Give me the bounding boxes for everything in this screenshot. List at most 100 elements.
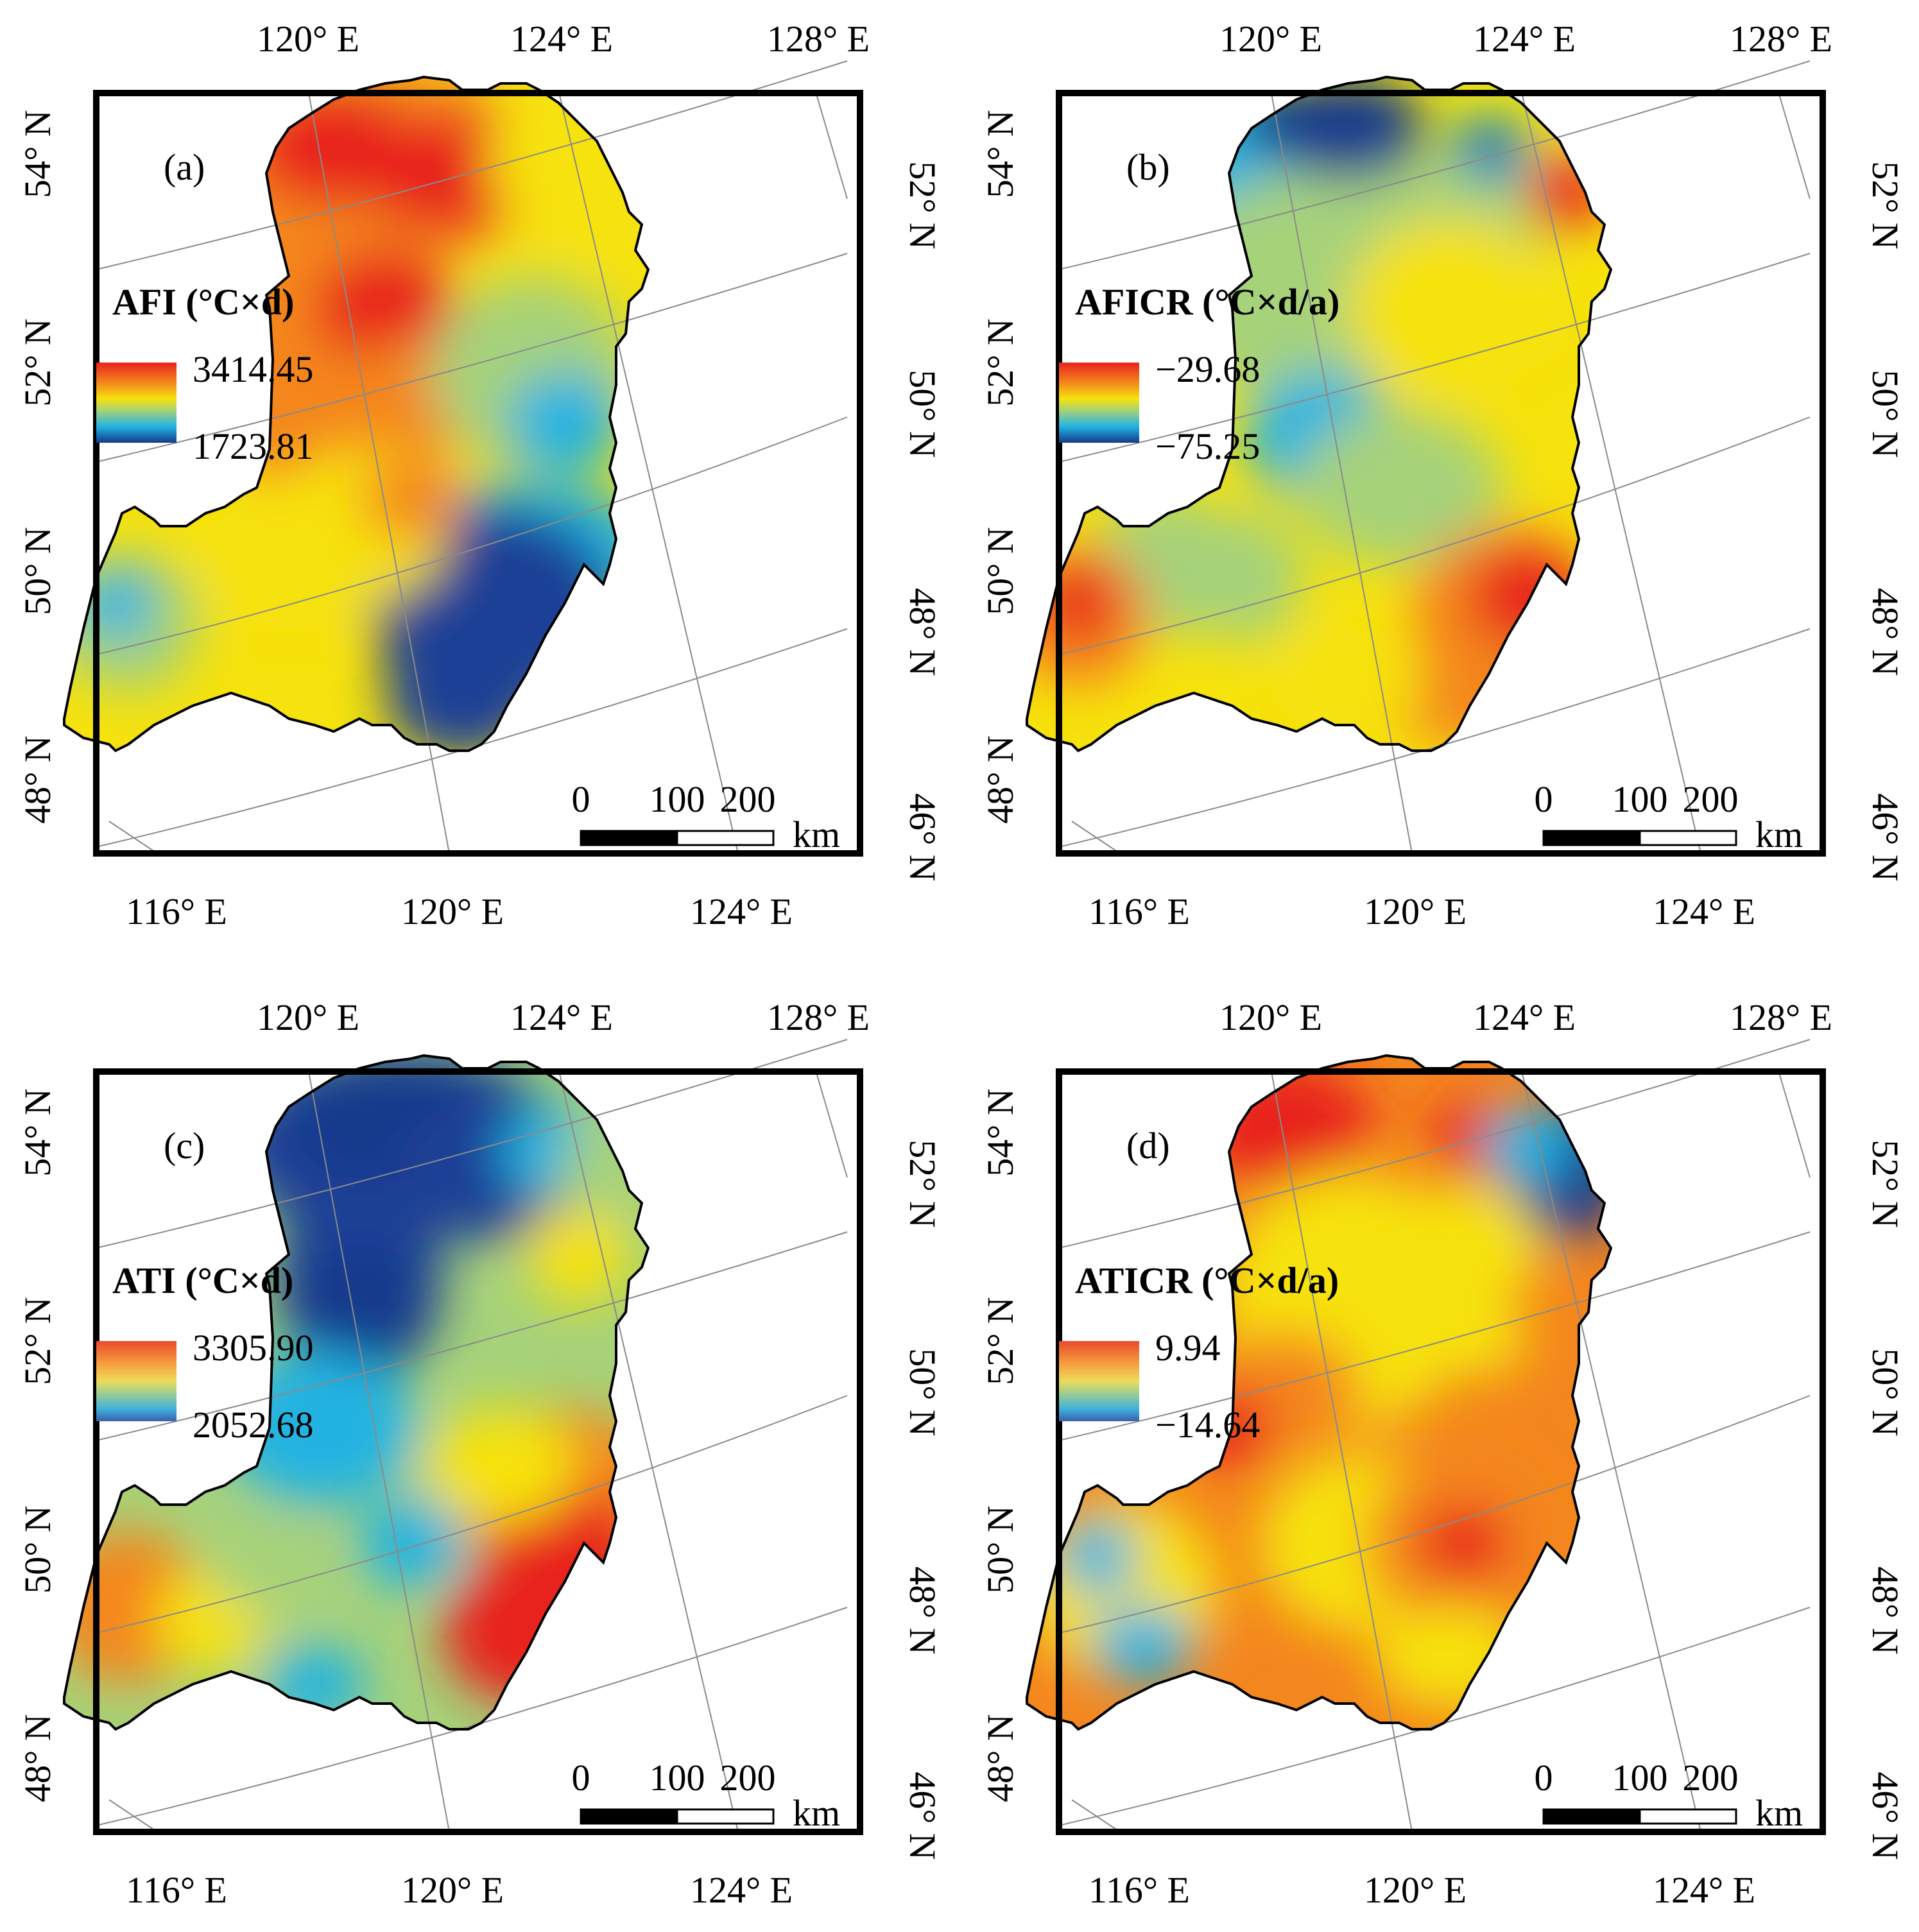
legend-min: 2052.68 [193,1404,314,1446]
top-tick-label: 120° E [1219,18,1322,60]
top-tick-label: 128° E [1730,996,1832,1038]
scale-unit: km [1755,1792,1803,1834]
left-tick-label: 54° N [17,110,58,198]
top-tick-label: 128° E [767,996,870,1038]
top-tick-label: 128° E [767,18,870,60]
bottom-tick-label: 116° E [126,891,227,932]
left-tick-label: 48° N [979,1714,1021,1802]
top-tick-label: 124° E [1473,996,1576,1038]
right-tick-label: 50° N [1864,370,1906,458]
map-panel-1: 120° E 124° E 128° E 116° E 120° E 124° E 54° … [17,18,943,932]
scale-unit: km [1755,814,1803,855]
scale-label: 200 [1683,1757,1739,1799]
right-tick-label: 52° N [1864,161,1906,250]
left-tick-label: 50° N [17,527,58,615]
bottom-tick-label: 120° E [1364,1869,1467,1911]
scale-unit: km [793,814,840,855]
legend-min: −75.25 [1155,425,1260,467]
scale-label: 100 [650,1757,705,1799]
scale-label: 100 [1612,1757,1668,1799]
graticule [96,1039,848,1833]
map-frame [93,90,863,857]
right-tick-label: 50° N [902,370,943,458]
legend-ramp [96,363,176,443]
map-frame [93,1068,863,1835]
bottom-tick-label: 124° E [690,891,793,932]
scale-bar: 0 100 200 km [1535,1757,1803,1834]
right-tick-label: 52° N [902,161,943,250]
legend-title: AFICR (°C×d/a) [1075,281,1339,323]
legend-title: AFI (°C×d) [112,281,294,323]
bottom-tick-label: 120° E [401,1869,504,1911]
left-tick-label: 48° N [17,735,58,824]
bottom-tick-label: 116° E [126,1869,227,1911]
legend-min: −14.64 [1155,1404,1260,1446]
scale-label: 0 [1535,1757,1553,1799]
top-tick-label: 120° E [257,18,359,60]
map-panel-3: 120° E 124° E 128° E 116° E 120° E 124° E 54° … [17,996,943,1911]
legend: AFI (°C×d) 3414.45 1723.81 [96,281,314,467]
top-tick-label: 120° E [1219,996,1322,1038]
scale-label: 100 [1612,778,1668,820]
top-tick-label: 120° E [257,996,359,1038]
left-tick-label: 50° N [979,1505,1021,1594]
left-tick-label: 54° N [979,1088,1021,1177]
scale-bar: 0 100 200 km [1535,778,1803,855]
panel-label: (a) [164,146,205,188]
left-tick-label: 52° N [17,1297,58,1385]
panel-label: (d) [1126,1125,1170,1167]
scale-unit: km [793,1792,840,1834]
legend-title: ATICR (°C×d/a) [1075,1260,1339,1301]
left-tick-label: 50° N [17,1505,58,1594]
scale-bar: 0 100 200 km [572,1757,841,1834]
scale-label: 200 [720,778,776,820]
legend: ATICR (°C×d/a) 9.94 −14.64 [1059,1260,1339,1446]
map-panel-2: 120° E 124° E 128° E 116° E 120° E 124° E 54° … [979,18,1906,932]
legend: ATI (°C×d) 3305.90 2052.68 [96,1260,314,1446]
left-tick-label: 48° N [979,735,1021,824]
map-panel-4: 120° E 124° E 128° E 116° E 120° E 124° E 54° … [979,996,1906,1911]
left-tick-label: 54° N [17,1088,58,1177]
left-tick-label: 52° N [17,318,58,407]
left-tick-label: 52° N [979,318,1021,407]
right-tick-label: 46° N [902,793,943,882]
right-tick-label: 52° N [902,1140,943,1228]
legend-min: 1723.81 [193,425,314,467]
right-tick-label: 48° N [1864,588,1906,676]
scale-label: 0 [572,1757,590,1799]
panel-label: (b) [1126,146,1170,188]
right-tick-label: 50° N [1864,1348,1906,1437]
right-tick-label: 46° N [902,1772,943,1860]
top-tick-label: 128° E [1730,18,1832,60]
right-tick-label: 50° N [902,1348,943,1437]
map-frame [1056,1068,1826,1835]
legend-ramp [1059,363,1139,443]
top-tick-label: 124° E [1473,18,1576,60]
panel-label: (c) [164,1125,205,1167]
legend-max: 3414.45 [193,348,314,390]
bottom-tick-label: 124° E [1653,891,1755,932]
legend-ramp [96,1341,176,1421]
bottom-tick-label: 120° E [401,891,504,932]
top-tick-label: 124° E [510,996,613,1038]
map-frame [1056,90,1826,857]
bottom-tick-label: 124° E [690,1869,793,1911]
bottom-tick-label: 120° E [1364,891,1467,932]
scale-label: 200 [720,1757,776,1799]
bottom-tick-label: 116° E [1089,1869,1190,1911]
legend-title: ATI (°C×d) [112,1260,293,1301]
scale-bar: 0 100 200 km [572,778,841,855]
right-tick-label: 48° N [902,588,943,676]
legend: AFICR (°C×d/a) −29.68 −75.25 [1059,281,1339,467]
legend-max: 3305.90 [193,1327,314,1369]
right-tick-label: 48° N [902,1566,943,1655]
legend-ramp [1059,1341,1139,1421]
right-tick-label: 48° N [1864,1566,1906,1655]
right-tick-label: 52° N [1864,1140,1906,1228]
left-tick-label: 52° N [979,1297,1021,1385]
scale-label: 200 [1683,778,1739,820]
right-tick-label: 46° N [1864,1772,1906,1860]
scale-label: 0 [1535,778,1553,820]
left-tick-label: 50° N [979,527,1021,615]
